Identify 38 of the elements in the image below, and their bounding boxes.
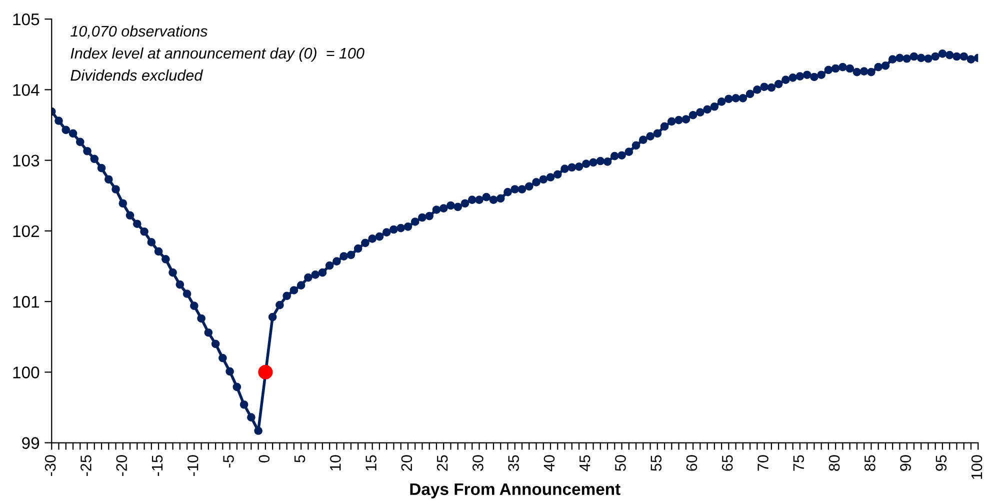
x-tick-label: 15	[366, 455, 376, 470]
x-tick-label: 100	[971, 455, 982, 479]
x-tick-label: 50	[615, 455, 626, 471]
y-tick-label: 102	[13, 225, 39, 238]
x-tick-label: 55	[650, 455, 662, 471]
x-tick-label: 90	[900, 455, 911, 471]
x-tick-label: -20	[116, 455, 128, 476]
y-tick-label: 103	[13, 154, 40, 167]
x-tick-label: -10	[187, 455, 198, 476]
annotation: Dividends excluded	[70, 69, 204, 81]
x-tick-label: 95	[936, 455, 947, 471]
x-tick-label: 5	[294, 455, 306, 462]
annotation: Index level at announcement day (0) = 100	[70, 47, 364, 62]
x-tick-label: 35	[508, 455, 519, 471]
x-tick-label: 65	[722, 455, 733, 471]
x-tick-label: 60	[686, 455, 698, 471]
x-tick-label: -25	[80, 455, 92, 476]
x-tick-label: 30	[472, 455, 484, 471]
y-tick-label: 100	[13, 366, 40, 378]
y-tick-label: 105	[13, 13, 40, 26]
x-tick-label: 70	[758, 455, 768, 471]
y-tick-label: 99	[22, 437, 40, 449]
x-axis-title: Days From Announcement	[410, 483, 620, 498]
x-tick-label: 85	[864, 455, 876, 471]
x-tick-label: 80	[828, 455, 840, 471]
x-tick-label: 10	[330, 455, 341, 470]
x-tick-label: -5	[223, 455, 234, 468]
x-tick-label: 45	[580, 455, 590, 472]
x-tick-label: 75	[793, 455, 804, 471]
x-tick-label: 0	[258, 455, 270, 462]
x-tick-label: -30	[44, 455, 56, 476]
y-tick-label: 104	[13, 84, 40, 96]
x-tick-label: 40	[544, 455, 555, 472]
x-tick-label: 25	[436, 455, 448, 471]
x-tick-label: 20	[401, 455, 412, 471]
annotation: 10,070 observations	[70, 25, 208, 38]
x-tick-label: -15	[152, 455, 163, 476]
y-tick-label: 101	[13, 296, 40, 308]
